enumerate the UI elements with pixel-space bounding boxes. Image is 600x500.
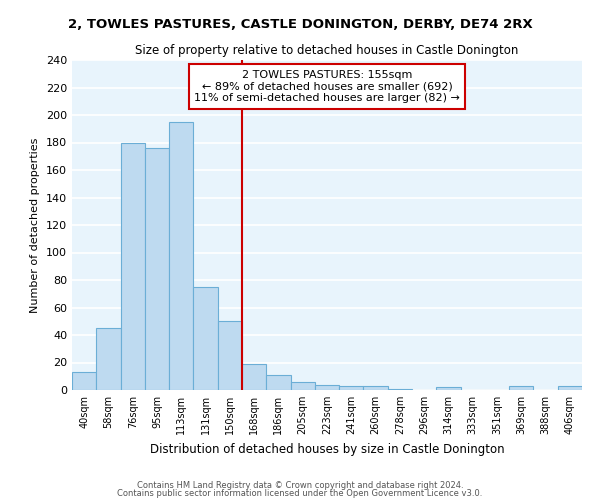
Bar	[121, 142, 145, 390]
Title: Size of property relative to detached houses in Castle Donington: Size of property relative to detached ho…	[136, 44, 518, 58]
Bar	[290, 382, 315, 390]
Y-axis label: Number of detached properties: Number of detached properties	[31, 138, 40, 312]
Bar	[72, 372, 96, 390]
Bar	[558, 386, 582, 390]
Bar	[509, 386, 533, 390]
Bar	[169, 122, 193, 390]
X-axis label: Distribution of detached houses by size in Castle Donington: Distribution of detached houses by size …	[149, 442, 505, 456]
Bar	[193, 287, 218, 390]
Text: 2 TOWLES PASTURES: 155sqm
← 89% of detached houses are smaller (692)
11% of semi: 2 TOWLES PASTURES: 155sqm ← 89% of detac…	[194, 70, 460, 103]
Bar	[339, 386, 364, 390]
Bar	[218, 322, 242, 390]
Text: Contains HM Land Registry data © Crown copyright and database right 2024.: Contains HM Land Registry data © Crown c…	[137, 481, 463, 490]
Bar	[388, 388, 412, 390]
Bar	[242, 364, 266, 390]
Text: Contains public sector information licensed under the Open Government Licence v3: Contains public sector information licen…	[118, 488, 482, 498]
Bar	[436, 387, 461, 390]
Bar	[96, 328, 121, 390]
Bar	[266, 375, 290, 390]
Text: 2, TOWLES PASTURES, CASTLE DONINGTON, DERBY, DE74 2RX: 2, TOWLES PASTURES, CASTLE DONINGTON, DE…	[68, 18, 532, 30]
Bar	[145, 148, 169, 390]
Bar	[364, 386, 388, 390]
Bar	[315, 384, 339, 390]
